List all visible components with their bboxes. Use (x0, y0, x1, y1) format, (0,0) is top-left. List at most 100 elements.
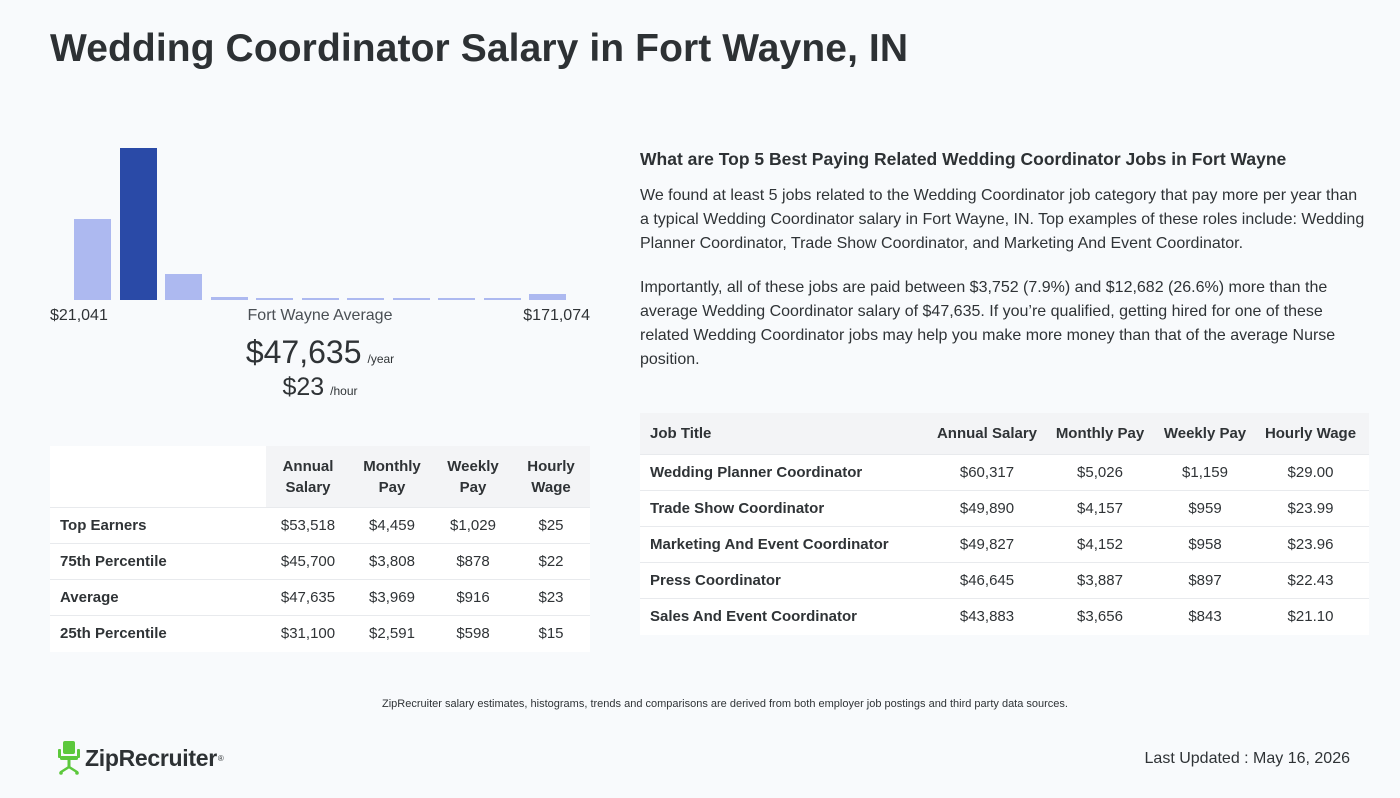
monthly-pay-cell: $3,969 (350, 579, 434, 616)
weekly-pay-cell: $1,029 (434, 507, 512, 544)
job-title-cell: Press Coordinator (640, 562, 932, 599)
histogram-min-label: $21,041 (50, 307, 108, 324)
monthly-pay-cell: $2,591 (350, 615, 434, 652)
related-jobs-table: Job Title Annual Salary Monthly Pay Week… (640, 413, 1369, 635)
percentile-header-monthly: Monthly Pay (350, 446, 434, 508)
weekly-pay-cell: $598 (434, 615, 512, 652)
job-title-cell: Trade Show Coordinator (640, 490, 932, 527)
job-row: Trade Show Coordinator $49,890 $4,157 $959 $… (640, 490, 1369, 527)
annual-salary-cell: $31,100 (266, 615, 350, 652)
annual-salary-cell: $45,700 (266, 543, 350, 580)
jobs-header-annual: Annual Salary (932, 413, 1042, 455)
percentile-header-weekly: Weekly Pay (434, 446, 512, 508)
last-updated: Last Updated : May 16, 2026 (1144, 750, 1350, 767)
percentile-row: 75th Percentile $45,700 $3,808 $878 $22 (50, 543, 590, 580)
salary-histogram (50, 130, 590, 300)
monthly-pay-cell: $3,808 (350, 543, 434, 580)
histogram-bar (301, 298, 339, 300)
weekly-pay-cell: $916 (434, 579, 512, 616)
weekly-pay-cell: $959 (1158, 490, 1252, 527)
job-row: Wedding Planner Coordinator $60,317 $5,026… (640, 454, 1369, 491)
hourly-wage-cell: $23.96 (1252, 526, 1369, 563)
related-jobs-heading: What are Top 5 Best Paying Related Weddi… (640, 149, 1287, 169)
hourly-wage-cell: $25 (512, 507, 590, 544)
histogram-bar (165, 274, 202, 300)
weekly-pay-cell: $897 (1158, 562, 1252, 599)
hourly-wage-cell: $21.10 (1252, 598, 1369, 635)
histogram-bar (74, 219, 111, 300)
weekly-pay-cell: $958 (1158, 526, 1252, 563)
hourly-wage-cell: $23 (512, 579, 590, 616)
annual-salary-cell: $46,645 (932, 562, 1042, 599)
histogram-bar (438, 298, 475, 300)
job-title-cell: Wedding Planner Coordinator (640, 454, 932, 491)
histogram-bar (392, 298, 430, 300)
jobs-header-hourly: Hourly Wage (1252, 413, 1369, 455)
histogram-bar (483, 298, 521, 300)
annual-salary-cell: $49,890 (932, 490, 1042, 527)
monthly-pay-cell: $5,026 (1042, 454, 1158, 491)
annual-salary-cell: $60,317 (932, 454, 1042, 491)
annual-salary-cell: $49,827 (932, 526, 1042, 563)
monthly-pay-cell: $4,152 (1042, 526, 1158, 563)
weekly-pay-cell: $843 (1158, 598, 1252, 635)
annual-salary-cell: $43,883 (932, 598, 1042, 635)
average-hourly-unit: /hour (330, 384, 358, 398)
job-row: Marketing And Event Coordinator $49,827 $4… (640, 526, 1369, 563)
jobs-header-title: Job Title (640, 413, 932, 455)
related-jobs-paragraph-1: We found at least 5 jobs related to the … (640, 187, 1365, 252)
job-title-cell: Marketing And Event Coordinator (640, 526, 932, 563)
histogram-bar (347, 298, 384, 300)
histogram-bar (256, 298, 293, 300)
histogram-bar (119, 148, 157, 300)
percentile-header-blank (50, 446, 266, 508)
chair-icon (58, 741, 80, 775)
job-row: Press Coordinator $46,645 $3,887 $897 $22.43 (640, 562, 1369, 599)
histogram-labels: $21,041 Fort Wayne Average $171,074 (50, 307, 590, 329)
jobs-table-header: Job Title Annual Salary Monthly Pay Week… (640, 413, 1369, 455)
monthly-pay-cell: $3,656 (1042, 598, 1158, 635)
hourly-wage-cell: $23.99 (1252, 490, 1369, 527)
weekly-pay-cell: $878 (434, 543, 512, 580)
average-hourly-value: $23 (282, 373, 325, 401)
job-title-cell: Sales And Event Coordinator (640, 598, 932, 635)
average-yearly-unit: /year (367, 352, 395, 366)
ziprecruiter-logo[interactable]: ZipRecruiter ® (58, 740, 224, 776)
percentile-label: 75th Percentile (50, 543, 266, 580)
page-title: Wedding Coordinator Salary in Fort Wayne… (50, 27, 909, 70)
average-salary-block: $47,635/year $23/hour (50, 336, 590, 400)
percentile-row: Top Earners $53,518 $4,459 $1,029 $25 (50, 507, 590, 544)
average-hourly-row: $23/hour (50, 375, 590, 400)
percentile-table-header: Annual Salary Monthly Pay Weekly Pay Hou… (50, 446, 590, 508)
monthly-pay-cell: $4,157 (1042, 490, 1158, 527)
job-row: Sales And Event Coordinator $43,883 $3,656… (640, 598, 1369, 635)
weekly-pay-cell: $1,159 (1158, 454, 1252, 491)
average-yearly-value: $47,635 (245, 334, 362, 370)
percentile-table: Annual Salary Monthly Pay Weekly Pay Hou… (50, 446, 590, 652)
hourly-wage-cell: $29.00 (1252, 454, 1369, 491)
hourly-wage-cell: $22 (512, 543, 590, 580)
logo-registered-mark: ® (217, 753, 224, 763)
monthly-pay-cell: $4,459 (350, 507, 434, 544)
annual-salary-cell: $53,518 (266, 507, 350, 544)
percentile-label: Average (50, 579, 266, 616)
percentile-header-annual: Annual Salary (266, 446, 350, 508)
percentile-row: 25th Percentile $31,100 $2,591 $598 $15 (50, 615, 590, 652)
histogram-bar (210, 297, 248, 300)
jobs-header-weekly: Weekly Pay (1158, 413, 1252, 455)
percentile-row: Average $47,635 $3,969 $916 $23 (50, 579, 590, 616)
logo-wordmark: ZipRecruiter (85, 744, 217, 771)
data-source-disclaimer: ZipRecruiter salary estimates, histogram… (382, 698, 1068, 710)
related-jobs-paragraph-2: Importantly, all of these jobs are paid … (640, 279, 1336, 368)
annual-salary-cell: $47,635 (266, 579, 350, 616)
monthly-pay-cell: $3,887 (1042, 562, 1158, 599)
hourly-wage-cell: $15 (512, 615, 590, 652)
hourly-wage-cell: $22.43 (1252, 562, 1369, 599)
percentile-label: Top Earners (50, 507, 266, 544)
histogram-max-label: $171,074 (523, 307, 590, 324)
percentile-header-hourly: Hourly Wage (512, 446, 590, 508)
histogram-bar (529, 294, 566, 300)
histogram-average-label: Fort Wayne Average (247, 307, 393, 324)
jobs-header-monthly: Monthly Pay (1042, 413, 1158, 455)
percentile-label: 25th Percentile (50, 615, 266, 652)
